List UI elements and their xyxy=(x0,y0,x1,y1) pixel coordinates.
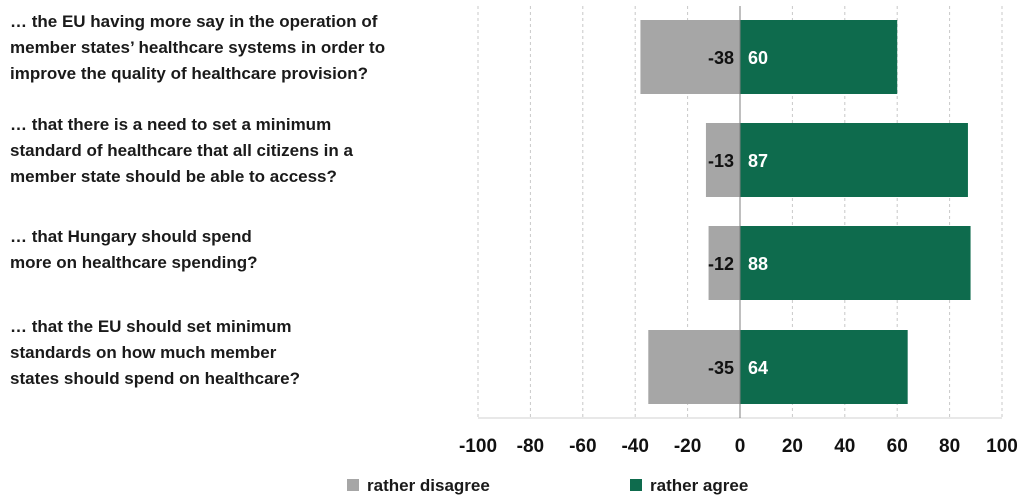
legend-label-agree: rather agree xyxy=(650,476,748,495)
question-label-line: … that the EU should set minimum xyxy=(10,317,291,336)
data-label-disagree: -12 xyxy=(708,254,734,274)
question-label-line: states should spend on healthcare? xyxy=(10,369,300,388)
bar-disagree xyxy=(640,20,740,94)
question-label-line: … that there is a need to set a minimum xyxy=(10,115,331,134)
bar-agree xyxy=(740,20,898,94)
data-label-agree: 88 xyxy=(748,254,768,274)
legend: rather disagree rather agree xyxy=(347,476,748,495)
x-tick-label: 40 xyxy=(834,436,855,457)
question-label-line: standards on how much member xyxy=(10,343,277,362)
bar-agree xyxy=(740,226,971,300)
x-tick-label: -60 xyxy=(569,436,596,457)
x-tick-label: -40 xyxy=(621,436,648,457)
legend-swatch-disagree xyxy=(347,479,359,491)
bar-agree xyxy=(740,330,908,404)
bars: -38 -13 -12 -35 60 87 88 64 xyxy=(640,20,971,404)
x-tick-label: 20 xyxy=(782,436,803,457)
question-label-line: member states’ healthcare systems in ord… xyxy=(10,38,385,57)
x-tick-label: -100 xyxy=(459,436,497,457)
question-label-line: more on healthcare spending? xyxy=(10,253,258,272)
bar-disagree xyxy=(705,123,740,197)
bar-disagree xyxy=(708,226,740,300)
x-tick-label: 0 xyxy=(735,436,746,457)
data-label-agree: 87 xyxy=(748,151,768,171)
question-label-line: improve the quality of healthcare provis… xyxy=(10,64,368,83)
question-labels: … the EU having more say in the operatio… xyxy=(10,12,385,388)
legend-swatch-agree xyxy=(630,479,642,491)
data-label-disagree: -13 xyxy=(708,151,734,171)
legend-label-disagree: rather disagree xyxy=(367,476,490,495)
x-tick-label: 100 xyxy=(986,436,1018,457)
bar-agree xyxy=(740,123,968,197)
data-label-disagree: -38 xyxy=(708,48,734,68)
x-axis: -100 -80 -60 -40 -20 0 20 40 60 80 100 xyxy=(459,6,1018,457)
x-tick-label: -20 xyxy=(674,436,701,457)
question-label-line: standard of healthcare that all citizens… xyxy=(10,141,353,160)
x-tick-label: -80 xyxy=(517,436,544,457)
x-tick-label: 80 xyxy=(939,436,960,457)
question-label-line: … that Hungary should spend xyxy=(10,227,252,246)
bar-disagree xyxy=(648,330,740,404)
data-label-agree: 64 xyxy=(748,358,768,378)
question-label-line: … the EU having more say in the operatio… xyxy=(10,12,378,31)
data-label-disagree: -35 xyxy=(708,358,734,378)
x-tick-label: 60 xyxy=(887,436,908,457)
question-label-line: member state should be able to access? xyxy=(10,167,337,186)
data-label-agree: 60 xyxy=(748,48,768,68)
